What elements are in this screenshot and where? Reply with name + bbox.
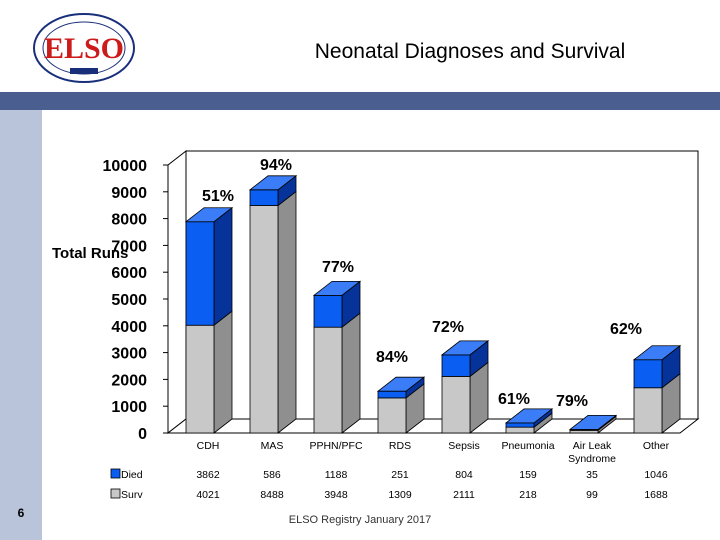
survival-label: 79%: [556, 393, 588, 410]
legend-swatch: [110, 468, 121, 479]
table-cell-surv: 99: [586, 489, 598, 501]
survival-label: 84%: [376, 349, 408, 366]
table-cell-surv: 2111: [453, 489, 475, 501]
page-number: 6: [17, 506, 25, 520]
category-label: Sepsis: [448, 440, 480, 452]
floor: [166, 418, 700, 434]
bar-died: [440, 340, 490, 378]
bar-died: [248, 174, 298, 207]
table-cell-surv: 218: [519, 489, 537, 501]
table-cell-died: 1188: [325, 469, 348, 481]
bar-died: [568, 414, 618, 432]
data-table: CDH 3862 4021 MAS 586 8488 PPHN/PFC 1188 3948 RDS…: [110, 440, 670, 501]
table-cell-surv: 3948: [324, 489, 348, 501]
side-wall: [167, 149, 187, 435]
survival-label: 62%: [610, 321, 642, 338]
bar-surv: [313, 312, 361, 434]
table-cell-died: 1046: [644, 469, 668, 481]
bar-surv: [185, 310, 233, 434]
bar-surv: [377, 383, 425, 434]
table-cell-died: 3862: [196, 469, 220, 481]
bar-died: [312, 280, 362, 329]
survival-label: 61%: [498, 391, 530, 408]
bar-surv: [633, 372, 681, 434]
chart-labels: 51% 94% 77% 84% 72% 61% 79% 62%: [202, 157, 642, 410]
y-tick-label: 1000: [111, 399, 147, 416]
bar-died: [376, 376, 426, 399]
header-band: [0, 92, 720, 110]
table-cell-died: 35: [586, 469, 598, 481]
footer-text: ELSO Registry January 2017: [288, 514, 432, 526]
category-label: MAS: [261, 440, 284, 452]
survival-label: 51%: [202, 188, 234, 205]
category-label: Syndrome: [568, 453, 616, 465]
y-tick-label: 10000: [103, 158, 148, 175]
chart-bars: [184, 174, 682, 434]
table-cell-surv: 4021: [196, 489, 220, 501]
bar-died: [632, 344, 682, 389]
category-label: PPHN/PFC: [309, 440, 363, 452]
y-tick-label: 8000: [111, 212, 147, 229]
table-cell-died: 586: [263, 469, 281, 481]
table-cell-died: 251: [391, 469, 409, 481]
survival-label: 77%: [322, 259, 354, 276]
table-cell-died: 804: [455, 469, 473, 481]
y-tick-label: 4000: [111, 319, 147, 336]
survival-label: 94%: [260, 157, 292, 174]
elso-logo-icon: ELSO: [33, 13, 135, 83]
y-tick-label: 0: [138, 426, 147, 443]
legend-label: Died: [121, 469, 143, 481]
table-cell-surv: 1309: [388, 489, 412, 501]
y-tick-label: 7000: [111, 238, 147, 255]
svg-text:ELSO: ELSO: [44, 32, 124, 65]
y-tick-label: 9000: [111, 185, 147, 202]
category-label: Air Leak: [573, 440, 612, 452]
table-cell-died: 159: [519, 469, 537, 481]
category-label: Pneumonia: [501, 440, 554, 452]
side-band: [0, 110, 42, 540]
slide-title: Neonatal Diagnoses and Survival: [314, 40, 626, 63]
chart-axes: 0 1000 2000 3000 4000 5000 6000 7000 8000 9000 100…: [52, 149, 700, 443]
bar-surv: [249, 190, 297, 434]
y-tick-label: 5000: [111, 292, 147, 309]
table-cell-surv: 1688: [644, 489, 668, 501]
category-label: CDH: [197, 440, 220, 452]
table-cell-surv: 8488: [260, 489, 284, 501]
y-tick-label: 6000: [111, 265, 147, 282]
bar-surv: [441, 361, 489, 434]
category-label: Other: [643, 440, 670, 452]
category-label: RDS: [389, 440, 411, 452]
bar-died: [184, 206, 234, 327]
bar-died: [504, 408, 554, 428]
legend-swatch: [110, 488, 121, 499]
legend-label: Surv: [121, 489, 143, 501]
y-tick-label: 3000: [111, 346, 147, 363]
y-tick-label: 2000: [111, 372, 147, 389]
y-axis-label: Total Runs: [52, 245, 128, 262]
survival-label: 72%: [432, 319, 464, 336]
